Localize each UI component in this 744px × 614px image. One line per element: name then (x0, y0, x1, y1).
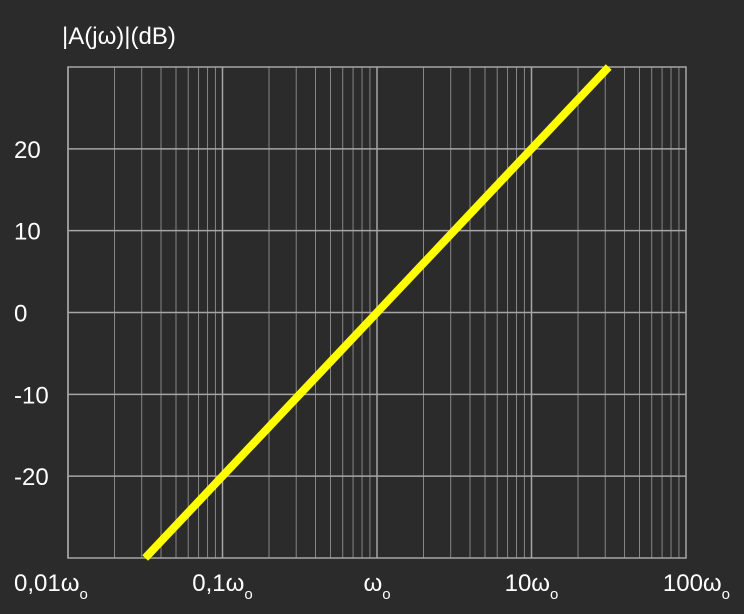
y-tick-label: 0 (14, 301, 27, 328)
x-tick-label: 100ωo (663, 570, 730, 603)
x-tick-label: ωo (363, 570, 390, 603)
x-tick-label: 0,01ωo (14, 570, 88, 603)
y-tick-label: 10 (14, 219, 41, 246)
x-tick-labels: 0,01ωo 0,1ωo ωo 10ωo 100ωo (14, 570, 730, 603)
series-line (142, 64, 612, 561)
series-layer (142, 64, 612, 561)
x-tick-label: 0,1ωo (192, 570, 252, 603)
y-axis-label: |A(jω)|(dB) (62, 23, 176, 50)
y-tick-label: 20 (14, 137, 41, 164)
y-tick-labels: 20 10 0 -10 -20 (14, 137, 49, 491)
y-tick-label: -20 (14, 464, 49, 491)
x-tick-label: 10ωo (505, 570, 559, 603)
y-tick-label: -10 (14, 382, 49, 409)
